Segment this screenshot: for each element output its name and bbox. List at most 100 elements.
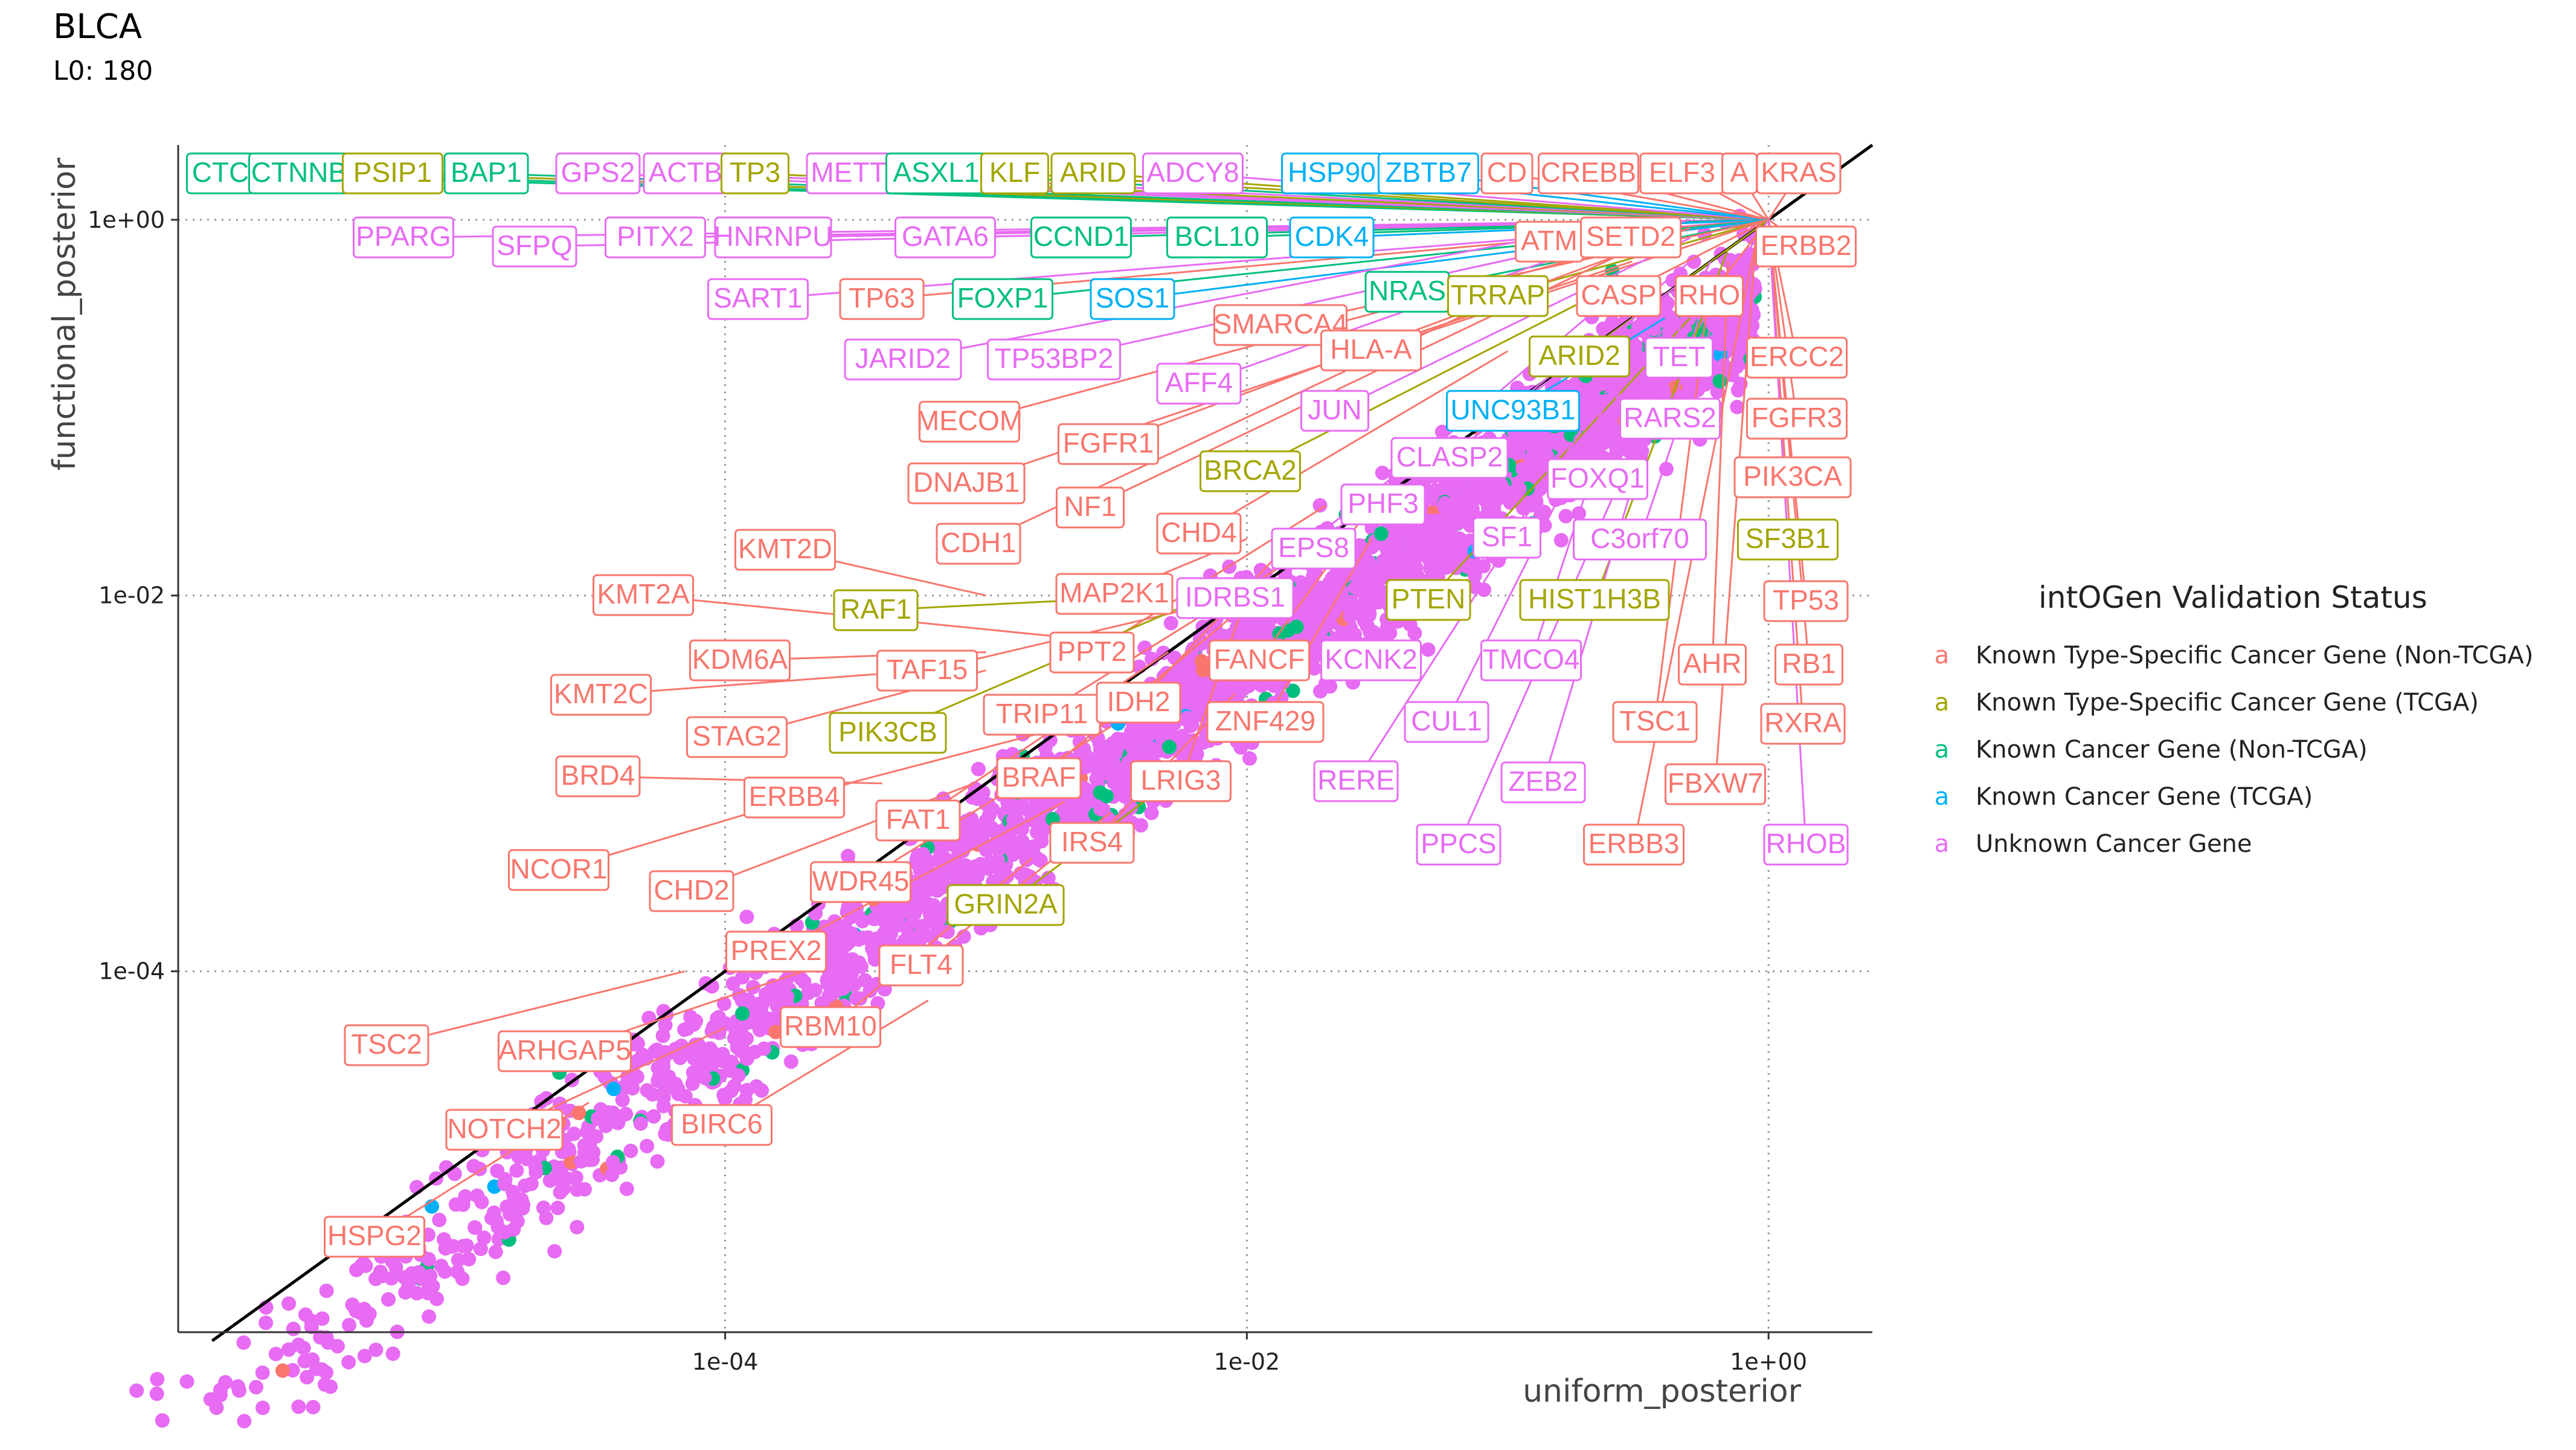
data-point: [1476, 559, 1491, 574]
gene-label: SETD2: [1586, 221, 1675, 252]
gene-label: NCOR1: [510, 853, 607, 884]
gene-label: SF3B1: [1746, 523, 1831, 554]
data-point: [488, 1245, 503, 1260]
data-point: [1511, 445, 1526, 460]
gene-label: TET: [1653, 341, 1706, 372]
data-point: [635, 1048, 650, 1062]
data-point: [1090, 752, 1105, 767]
data-point: [797, 975, 812, 990]
data-point: [296, 1341, 311, 1356]
legend-key: a: [1934, 783, 1950, 811]
data-point: [656, 1091, 671, 1105]
data-point: [825, 924, 840, 939]
legend-label: Unknown Cancer Gene: [1976, 830, 2252, 858]
gene-label: AHR: [1683, 648, 1741, 679]
data-point: [606, 1155, 620, 1170]
data-point: [699, 1051, 715, 1065]
data-point: [1712, 374, 1727, 388]
data-point: [1105, 736, 1120, 751]
data-point: [518, 1178, 532, 1193]
gene-label: IDH2: [1107, 686, 1171, 717]
gene-label: JUN: [1308, 394, 1361, 425]
data-point: [300, 1370, 315, 1385]
data-point: [1410, 546, 1425, 561]
data-point: [437, 1232, 451, 1247]
gene-label: HIST1H3B: [1528, 583, 1661, 614]
data-point: [249, 1380, 264, 1394]
data-point: [685, 1076, 700, 1091]
legend-label: Known Cancer Gene (TCGA): [1976, 783, 2313, 811]
gene-label: RERE: [1317, 764, 1395, 796]
data-point: [255, 1400, 270, 1416]
gene-label: LRIG3: [1141, 764, 1221, 796]
data-point: [1133, 818, 1148, 833]
data-point: [1443, 525, 1458, 540]
data-point: [605, 1167, 619, 1182]
data-point: [1135, 724, 1151, 739]
data-point: [528, 1159, 543, 1174]
gene-label: CDK4: [1295, 221, 1369, 252]
legend-entry: a Known Type-Specific Cancer Gene (TCGA): [1924, 679, 2533, 726]
data-point: [414, 1271, 429, 1286]
gene-label: CHD2: [654, 874, 729, 906]
data-point: [477, 1230, 492, 1245]
data-point: [1289, 619, 1304, 634]
data-point: [318, 1377, 332, 1392]
gene-label: SART1: [713, 282, 802, 314]
data-point: [677, 1022, 692, 1037]
gene-label: FBXW7: [1668, 767, 1763, 799]
legend-key: a: [1934, 736, 1950, 764]
gene-label: BCL10: [1175, 221, 1260, 252]
legend-entry: a Unknown Cancer Gene: [1924, 820, 2533, 868]
data-point: [547, 1244, 562, 1259]
data-point: [1373, 526, 1389, 541]
data-point: [1242, 751, 1257, 766]
chart-subtitle: L0: 180: [53, 56, 153, 86]
data-point: [437, 1264, 452, 1279]
data-point: [473, 1242, 488, 1257]
gene-label: PREX2: [731, 935, 822, 966]
data-point: [1042, 733, 1058, 748]
data-point: [496, 1271, 511, 1285]
data-point: [564, 1155, 579, 1170]
data-point: [1423, 561, 1438, 576]
data-point: [646, 1109, 661, 1124]
data-point: [1558, 509, 1573, 524]
data-point: [451, 1252, 466, 1268]
data-point: [1376, 553, 1391, 569]
data-point: [971, 761, 986, 776]
gene-label: ERBB3: [1588, 828, 1680, 859]
legend-label: Known Type-Specific Cancer Gene (TCGA): [1976, 689, 2479, 717]
gene-label: KDM6A: [692, 643, 788, 675]
gene-label: ADCY8: [1146, 156, 1239, 188]
data-point: [640, 1083, 655, 1098]
gene-label: CHD4: [1161, 517, 1236, 548]
data-point: [995, 862, 1010, 876]
data-point: [867, 912, 882, 927]
gene-label: A: [1730, 156, 1749, 188]
data-point: [841, 959, 856, 974]
gene-label: ZNF429: [1215, 705, 1315, 736]
data-point: [711, 1010, 727, 1025]
data-point: [739, 909, 754, 924]
data-point: [348, 1303, 364, 1318]
data-point: [855, 914, 870, 929]
data-point: [1110, 779, 1125, 794]
data-point: [384, 1271, 399, 1286]
data-point: [820, 972, 835, 987]
data-point: [461, 1252, 477, 1267]
data-point: [509, 1163, 524, 1178]
data-point: [129, 1383, 144, 1398]
gene-label: FOXP1: [957, 282, 1049, 314]
data-point: [550, 1200, 565, 1216]
gene-label: KMT2A: [597, 578, 690, 610]
data-point: [474, 1194, 489, 1210]
gene-label: MAP2K1: [1059, 577, 1169, 608]
gene-label: ELF3: [1649, 156, 1715, 188]
data-point: [286, 1321, 301, 1336]
gene-label: HNRNPU: [714, 221, 833, 252]
data-point: [652, 1070, 667, 1085]
data-point: [1421, 642, 1436, 657]
data-point: [232, 1383, 246, 1398]
